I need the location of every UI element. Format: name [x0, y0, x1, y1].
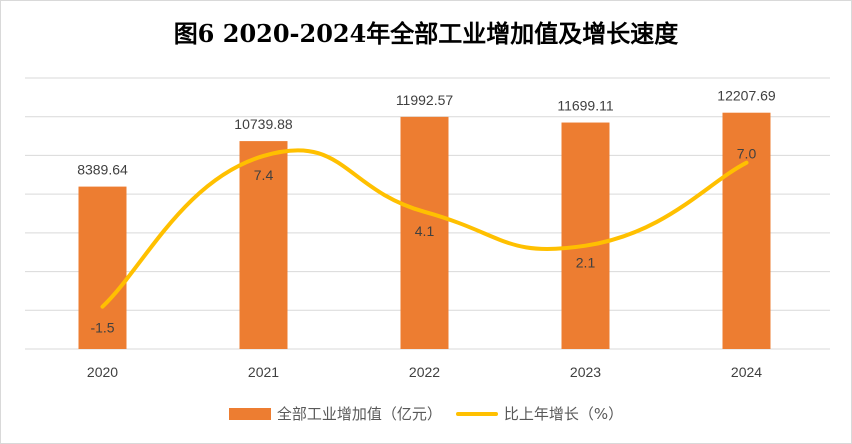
- bar-2022: [400, 116, 449, 349]
- legend-swatch-bar: [228, 407, 271, 420]
- bar-data-label: 8389.64: [77, 162, 128, 178]
- growth-line: [100, 148, 749, 309]
- bar-2021: [239, 141, 288, 349]
- line-data-label: 2.1: [576, 255, 596, 271]
- x-tick-label: 2023: [570, 364, 601, 380]
- line-data-label: -1.5: [90, 320, 114, 336]
- x-tick-label: 2021: [248, 364, 279, 380]
- legend-label-line: 比上年增长（%）: [503, 405, 624, 423]
- bar-2020: [78, 186, 127, 349]
- legend-label-bar: 全部工业增加值（亿元）: [276, 405, 442, 423]
- bar-2023: [561, 122, 610, 349]
- line-data-label: 7.0: [737, 146, 757, 162]
- bar-2024: [722, 112, 771, 349]
- bar-data-label: 12207.69: [717, 88, 776, 104]
- legend: 全部工业增加值（亿元） 比上年增长（%）: [0, 403, 852, 424]
- line-data-label: 7.4: [254, 167, 274, 183]
- chart-title: 图6 2020-2024年全部工业增加值及增长速度: [173, 19, 679, 48]
- x-tick-label: 2022: [409, 364, 440, 380]
- bar-data-label: 11699.11: [557, 98, 614, 114]
- line-data-label: 4.1: [415, 223, 435, 239]
- bar-data-label: 11992.57: [396, 92, 454, 108]
- bar-data-label: 10739.88: [234, 116, 293, 132]
- x-tick-label: 2020: [87, 364, 118, 380]
- x-tick-label: 2024: [731, 364, 762, 380]
- legend-swatch-line: [455, 411, 498, 416]
